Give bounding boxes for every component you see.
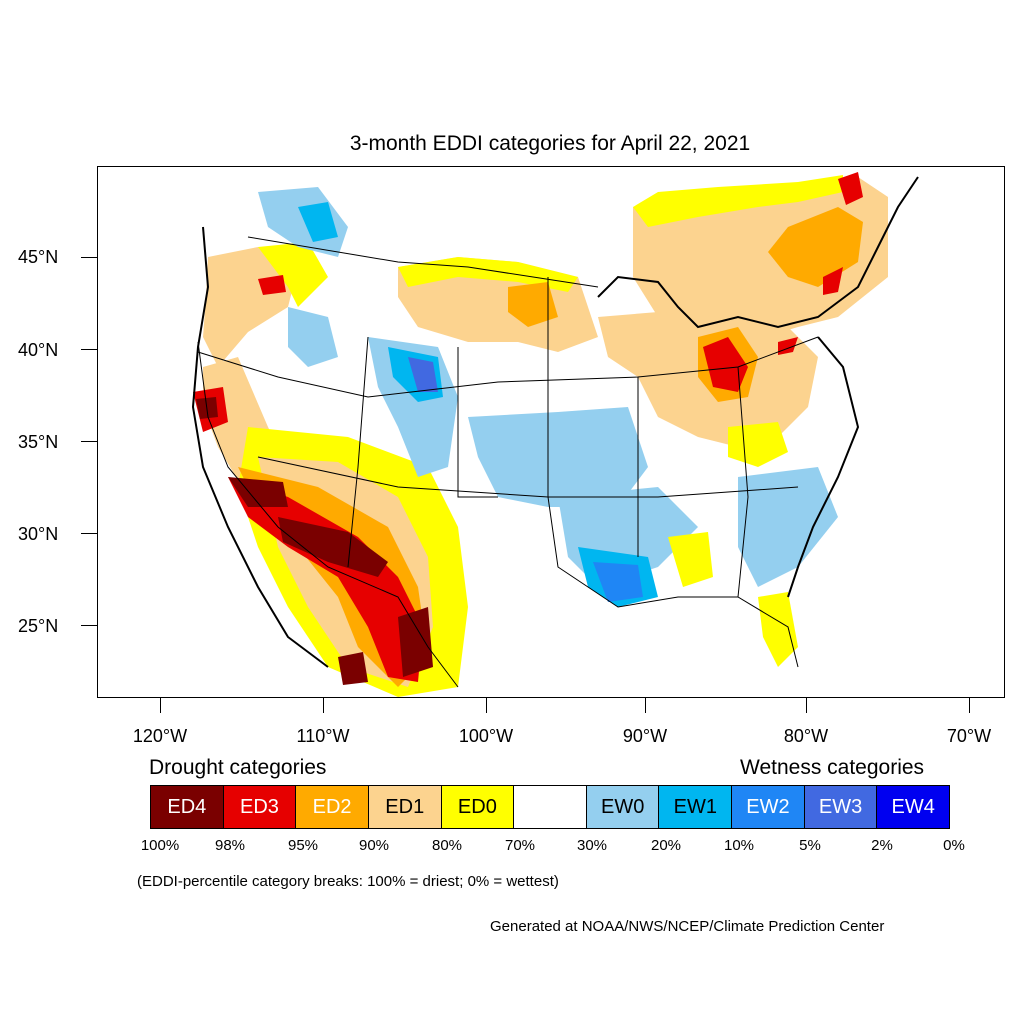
lon-tick xyxy=(323,697,324,713)
category-note: (EDDI-percentile category breaks: 100% =… xyxy=(137,873,559,890)
legend-cell-ed0: ED0 xyxy=(441,786,515,828)
lon-label-120: 120°W xyxy=(132,726,188,746)
wetness-heading: Wetness categories xyxy=(740,756,925,779)
legend-cell-ed2: ED2 xyxy=(296,786,369,828)
boundary-lines xyxy=(197,236,819,688)
lat-tick xyxy=(81,533,97,534)
lon-label-110: 110°W xyxy=(296,726,350,746)
legend-label: EW1 xyxy=(673,795,717,818)
region-ed3-michigan xyxy=(703,337,748,392)
region-ew0-southeast xyxy=(738,467,838,587)
region-ew0-idaho xyxy=(288,307,338,367)
legend-cell-ew0: EW0 xyxy=(586,786,660,828)
legend-cell-ew4: EW4 xyxy=(877,786,950,828)
map-canvas xyxy=(191,172,919,697)
region-ed3-southwest xyxy=(228,477,423,682)
region-ew2-gulf xyxy=(593,562,643,602)
legend-cell-ed1: ED1 xyxy=(368,786,442,828)
region-ew1-washington xyxy=(298,202,338,242)
eddi-map xyxy=(97,166,1005,698)
legend-cell-normal xyxy=(514,786,587,828)
drought-heading: Drought categories xyxy=(149,756,327,779)
legend-cell-ew2: EW2 xyxy=(732,786,805,828)
region-ew3-wyoming xyxy=(408,357,438,392)
lon-label-90: 90°W xyxy=(622,726,668,746)
lat-label-40: 40°N xyxy=(18,340,59,360)
lon-tick xyxy=(486,697,487,713)
coastline-lines xyxy=(191,176,919,668)
legend-label: EW4 xyxy=(891,795,935,818)
category-legend: ED4 ED3 ED2 ED1 ED0 EW0 EW1 EW2 EW3 EW4 xyxy=(150,785,950,829)
legend-label: ED3 xyxy=(240,795,279,818)
lon-tick xyxy=(806,697,807,713)
region-ed4-baja xyxy=(338,652,368,685)
break-label: 5% xyxy=(799,837,821,854)
credit-line: Generated at NOAA/NWS/NCEP/Climate Predi… xyxy=(490,918,885,935)
break-label: 98% xyxy=(214,837,246,854)
legend-label: EW3 xyxy=(818,795,863,818)
region-ed2-plains xyxy=(508,282,558,327)
legend-label: ED2 xyxy=(312,795,352,818)
lon-label-70: 70°W xyxy=(946,726,992,746)
lon-tick xyxy=(645,697,646,713)
region-ed4-mexico xyxy=(398,607,433,677)
lon-label-100: 100°W xyxy=(458,726,514,746)
lat-label-30: 30°N xyxy=(18,524,59,544)
region-ed0-alabama xyxy=(668,532,713,587)
legend-cell-ed4: ED4 xyxy=(151,786,224,828)
legend-label: ED4 xyxy=(167,795,207,818)
region-ed3-oregon xyxy=(258,275,286,295)
lon-tick xyxy=(160,697,161,713)
break-label: 90% xyxy=(358,837,390,854)
region-ew0-plains xyxy=(468,407,648,507)
region-ed0-plains xyxy=(398,257,578,292)
break-label: 10% xyxy=(723,837,755,854)
lat-label-45: 45°N xyxy=(18,247,59,267)
region-ed3-canada xyxy=(838,172,863,205)
legend-label: EW2 xyxy=(746,795,790,818)
lon-tick xyxy=(969,697,970,713)
legend-label: ED1 xyxy=(385,795,425,818)
break-label: 20% xyxy=(650,837,682,854)
legend-cell-ed3: ED3 xyxy=(223,786,297,828)
legend-label: EW0 xyxy=(600,795,645,818)
region-ed2-canada xyxy=(768,207,863,287)
region-ed4-arizona xyxy=(278,517,388,577)
lat-label-35: 35°N xyxy=(18,432,59,452)
lat-tick xyxy=(81,257,97,258)
region-ed0-greatlakes xyxy=(728,422,788,467)
lat-tick xyxy=(81,349,97,350)
break-label: 2% xyxy=(871,837,893,854)
lon-label-80: 80°W xyxy=(783,726,829,746)
break-label: 95% xyxy=(287,837,319,854)
break-label: 80% xyxy=(431,837,463,854)
break-label: 100% xyxy=(140,837,180,854)
legend-cell-ew1: EW1 xyxy=(659,786,733,828)
region-ed0-florida xyxy=(758,592,798,667)
region-ed3-canada-2 xyxy=(823,267,843,295)
map-title: 3-month EDDI categories for April 22, 20… xyxy=(349,132,751,155)
region-ed0-northwest xyxy=(258,242,328,307)
break-label: 70% xyxy=(504,837,536,854)
lat-label-25: 25°N xyxy=(18,616,59,636)
break-label: 0% xyxy=(943,837,965,854)
break-label: 30% xyxy=(576,837,608,854)
legend-cell-ew3: EW3 xyxy=(804,786,878,828)
lat-tick xyxy=(81,441,97,442)
region-ed0-canada xyxy=(633,175,843,227)
lat-tick xyxy=(81,625,97,626)
legend-label: ED0 xyxy=(457,795,497,818)
